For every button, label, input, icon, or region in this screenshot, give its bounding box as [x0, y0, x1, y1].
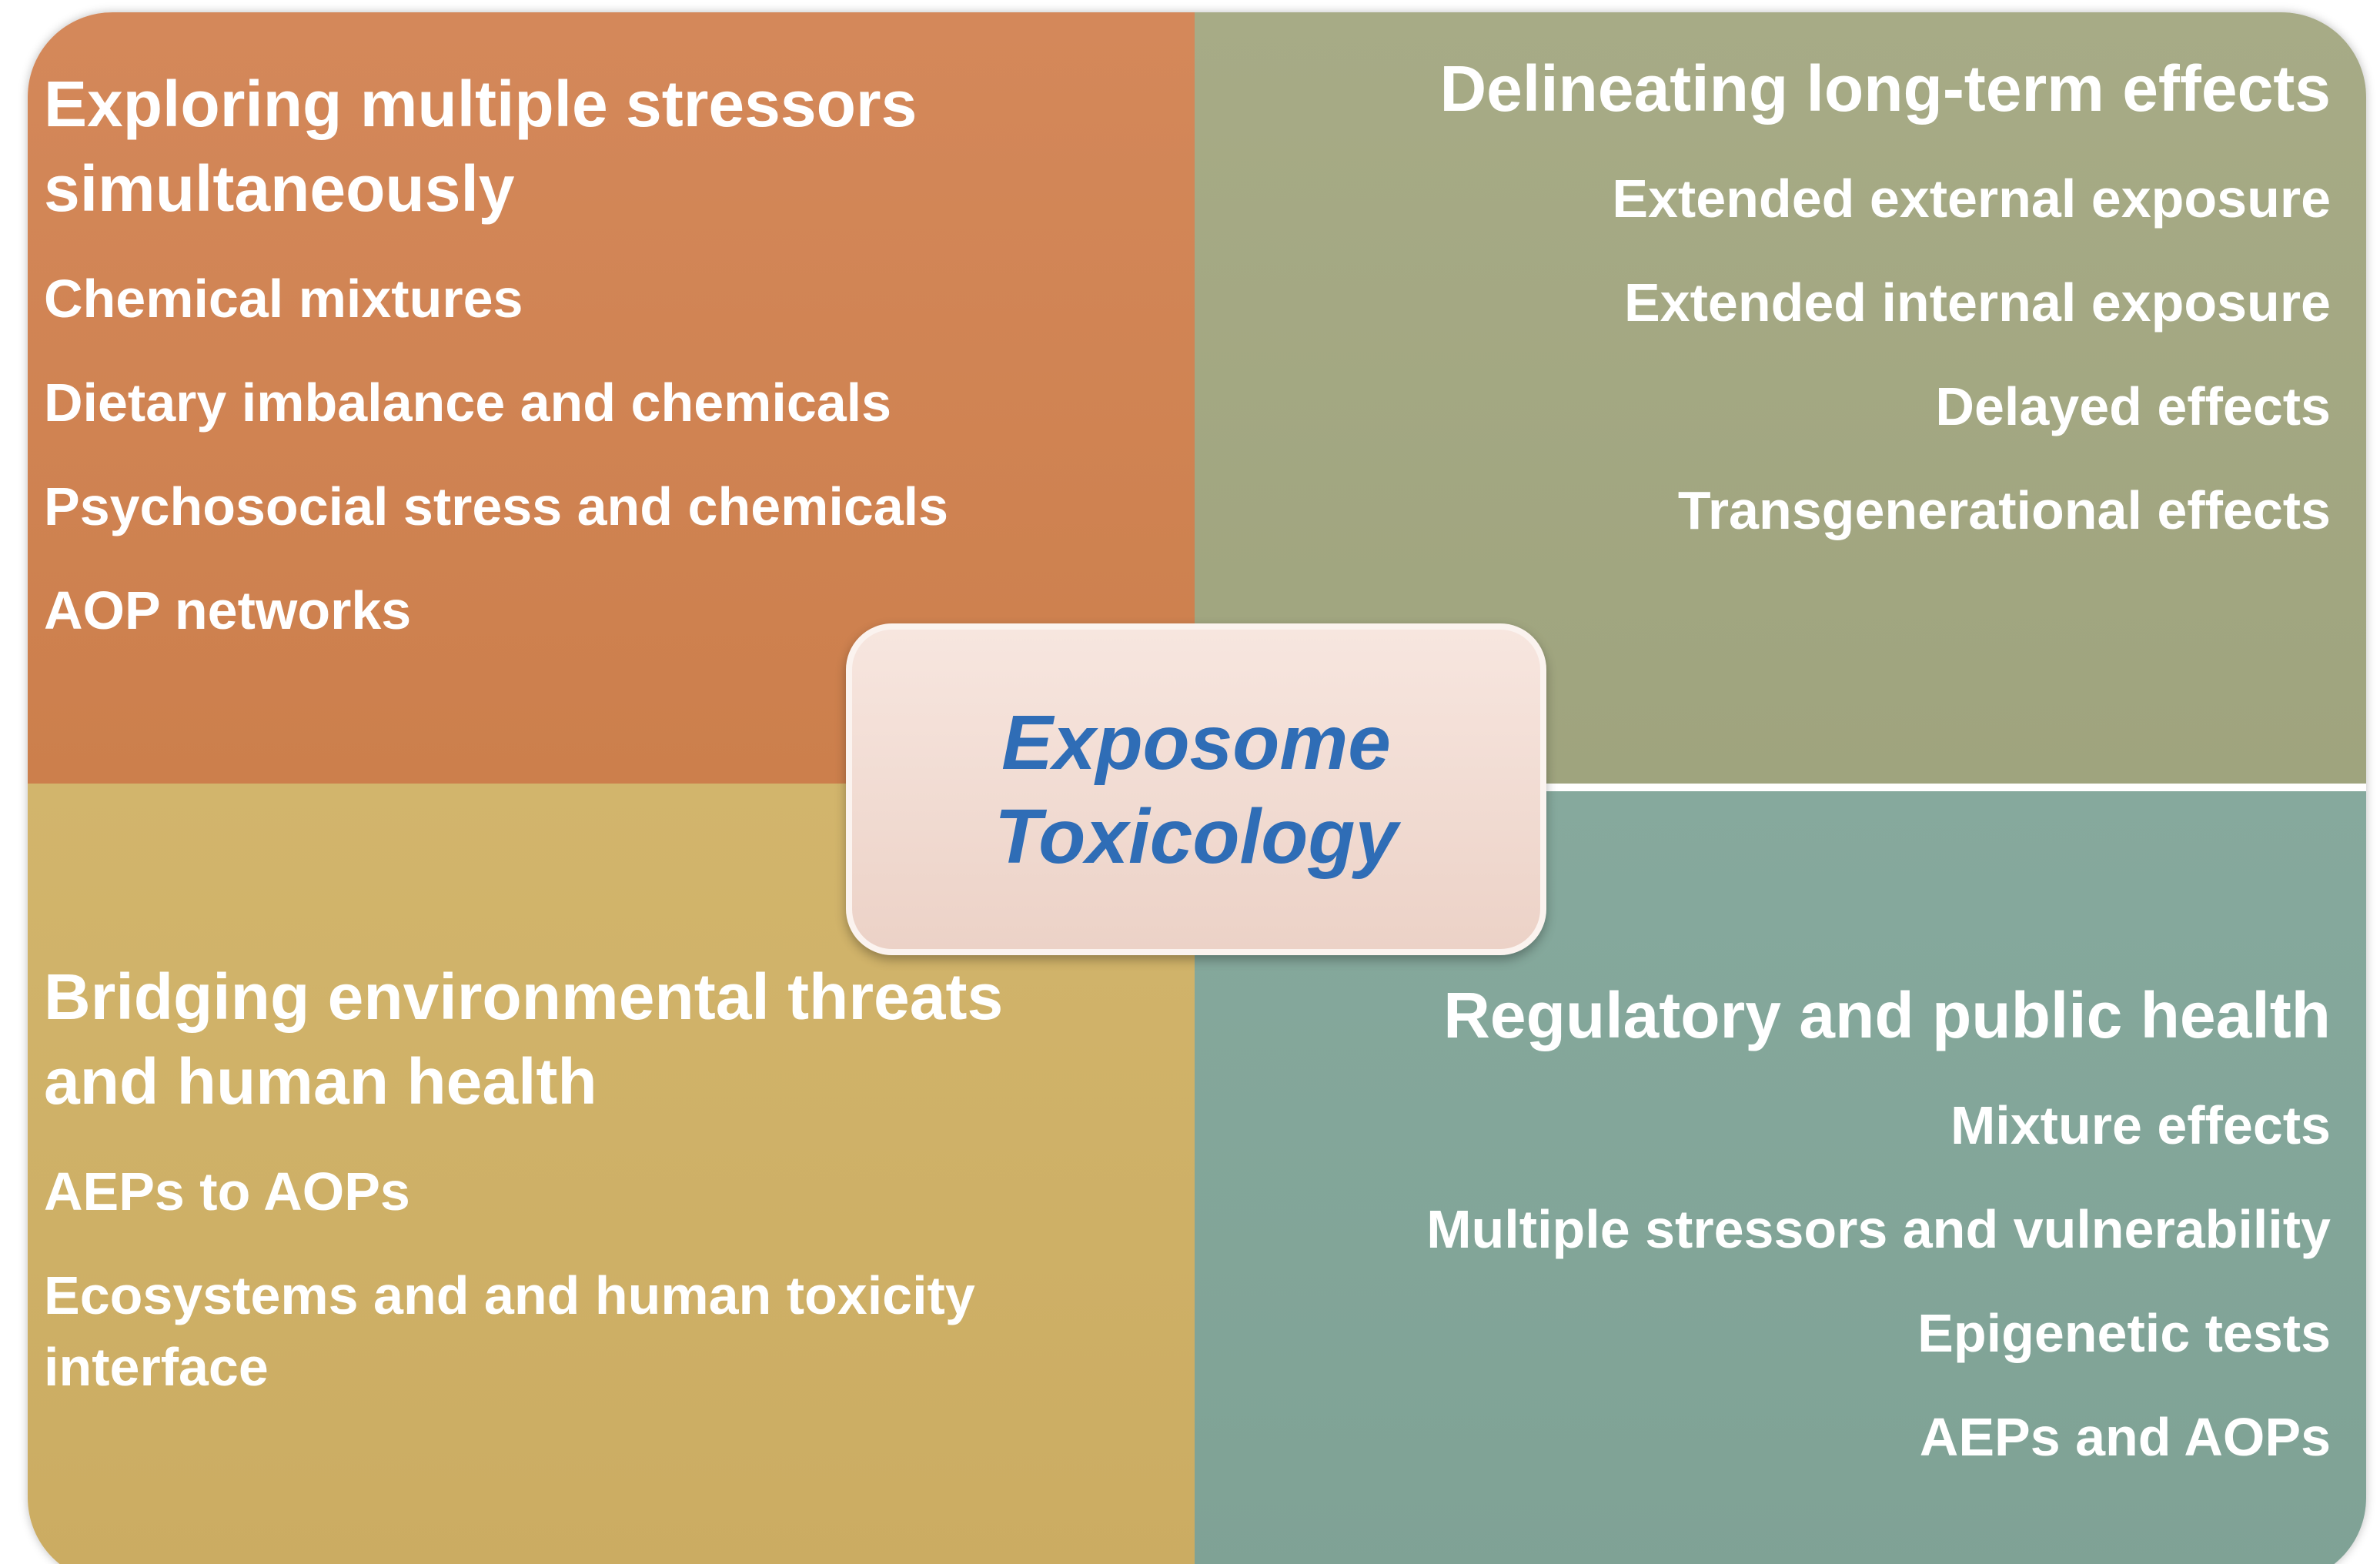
center-box: Exposome Toxicology	[846, 623, 1546, 955]
quadrant-text: Bridging environmental threats and human…	[44, 954, 1106, 1403]
quadrant-item: Psychosocial stress and chemicals	[44, 476, 949, 536]
quadrant-item: Dietary imbalance and chemicals	[44, 373, 892, 433]
quadrant-item: Ecosystems and and human toxicity interf…	[44, 1265, 975, 1397]
quadrant-item: Multiple stressors and vulnerability	[1426, 1199, 2331, 1259]
quadrant-title: Delineating long-term effects	[1439, 52, 2331, 125]
quadrant-item: AEPs and AOPs	[1919, 1407, 2331, 1467]
quadrant-text: Delineating long-term effects Extended ex…	[1253, 46, 2331, 546]
quadrant-item: Chemical mixtures	[44, 269, 523, 329]
quadrant-title: Exploring multiple stressors simultaneou…	[44, 68, 918, 225]
quadrant-item: AEPs to AOPs	[44, 1161, 410, 1221]
quadrant-text: Exploring multiple stressors simultaneou…	[44, 62, 1045, 647]
quadrant-title: Bridging environmental threats and human…	[44, 961, 1004, 1118]
quadrant-text: Regulatory and public health Mixture effe…	[1253, 973, 2331, 1473]
quadrant-board	[28, 12, 2366, 1564]
quadrant-item: Delayed effects	[1935, 376, 2331, 436]
quadrant-item: AOP networks	[44, 580, 412, 640]
quadrant-item: Transgenerational effects	[1677, 480, 2331, 540]
quadrant-item: Epigenetic tests	[1917, 1303, 2331, 1363]
quadrant-item: Extended internal exposure	[1623, 272, 2331, 333]
quadrant-title: Regulatory and public health	[1443, 979, 2331, 1051]
quadrant-item: Extended external exposure	[1612, 169, 2331, 229]
center-label: Exposome	[1001, 699, 1391, 786]
quadrant-item: Mixture effects	[1950, 1095, 2331, 1155]
center-label: Toxicology	[994, 793, 1399, 880]
